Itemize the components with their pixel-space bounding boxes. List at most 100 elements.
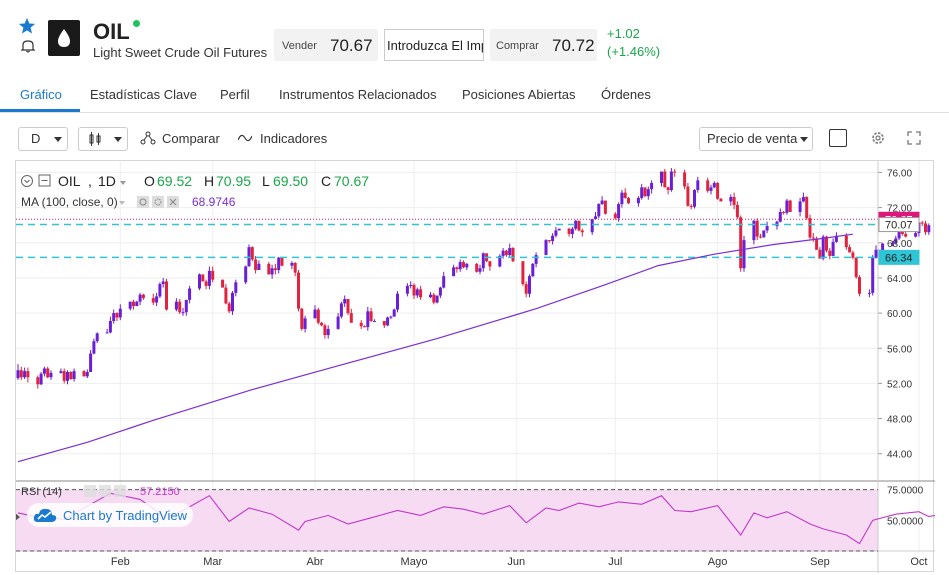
candle-body [297, 272, 300, 309]
candle-body [567, 228, 571, 234]
candle-body [462, 262, 465, 268]
indicators-button[interactable]: Indicadores [260, 131, 328, 146]
close-icon[interactable] [114, 485, 126, 497]
tab-related-instruments[interactable]: Instrumentos Relacionados [279, 87, 437, 102]
star-icon[interactable] [18, 17, 36, 35]
candle-body [716, 182, 720, 199]
buy-price: 70.72 [552, 36, 595, 55]
gear-icon[interactable] [152, 196, 164, 208]
buy-button[interactable]: Comprar 70.72 [490, 29, 597, 61]
candle-body [89, 353, 93, 372]
candle-body [788, 200, 792, 212]
price-change-percent: (+1.46%) [607, 44, 661, 59]
candle-body [808, 218, 812, 238]
sell-button[interactable]: Vender 70.67 [274, 29, 378, 61]
candle-body [660, 171, 663, 183]
candle-body [211, 270, 215, 280]
candle-body [696, 180, 700, 191]
legend-comma: , [88, 173, 92, 189]
ma-label: MA (100, close, 0) [21, 195, 118, 209]
candle-body [178, 301, 182, 313]
bell-icon[interactable] [20, 38, 36, 54]
series-toggle-icon[interactable] [38, 174, 51, 187]
candle-body [108, 321, 112, 333]
candle-body [623, 192, 627, 198]
candle-body [891, 242, 894, 244]
candle-body [594, 216, 597, 220]
candle-body [551, 235, 555, 241]
candle-body [544, 240, 548, 256]
candle-body [165, 281, 168, 310]
candle-body [188, 288, 192, 300]
gear-icon[interactable] [99, 485, 111, 497]
x-tick-label: Jun [507, 556, 525, 568]
candle-body [201, 274, 205, 282]
candle-body [617, 204, 621, 219]
candle-body [828, 250, 832, 256]
chevron-down-icon [800, 137, 808, 142]
eye-icon[interactable] [84, 485, 96, 497]
candle-body [115, 313, 119, 318]
candle-body [290, 262, 294, 266]
candle-body [452, 267, 456, 277]
candle-body [455, 267, 459, 270]
candle-body [85, 371, 89, 377]
candle-body [858, 277, 861, 294]
compare-button[interactable]: Comparar [162, 131, 220, 146]
candle-body [904, 233, 908, 237]
chart-type-dropdown[interactable] [78, 127, 128, 151]
chevron-down-icon [24, 179, 30, 184]
tab-key-stats[interactable]: Estadísticas Clave [90, 87, 197, 102]
y-tick-label: 76.00 [887, 168, 912, 179]
candle-body [778, 211, 782, 222]
instrument-symbol: OIL [93, 19, 130, 44]
market-open-indicator [133, 20, 140, 27]
candle-body [158, 284, 162, 297]
candle-body [254, 259, 258, 271]
collapse-legend-icon[interactable] [21, 175, 33, 187]
candle-body [267, 263, 271, 275]
tradingview-watermark[interactable]: Chart by TradingView [27, 503, 194, 527]
y-tick-label: 64.00 [887, 274, 912, 285]
tab-chart[interactable]: Gráfico [20, 87, 62, 102]
price-type-value: Precio de venta [707, 131, 798, 146]
tab-orders[interactable]: Órdenes [601, 87, 651, 102]
candle-body [590, 219, 594, 233]
candle-body [547, 240, 551, 242]
candle-body [313, 309, 317, 319]
interval-dropdown[interactable]: D [18, 127, 68, 151]
candle-body [920, 222, 924, 224]
candle-body [782, 211, 786, 213]
price-chart[interactable]: 76.00 72.00 68.00 64.00 60.00 56.00 52.00 48.00… [15, 161, 949, 573]
candle-body [739, 217, 743, 269]
candle-body [666, 187, 670, 191]
candle-body [95, 333, 99, 342]
indicators-icon[interactable] [238, 134, 252, 142]
y-tick-label: 60.00 [887, 309, 912, 320]
candle-body [643, 187, 647, 197]
gear-icon[interactable] [870, 130, 886, 146]
price-label-box [878, 249, 920, 265]
candle-body [438, 287, 442, 296]
tab-profile[interactable]: Perfil [220, 87, 250, 102]
candle-body [151, 298, 155, 303]
candle-body [409, 284, 413, 286]
candle-body [871, 257, 875, 293]
candle-body [815, 238, 819, 250]
y-tick-label: 56.00 [887, 344, 912, 355]
fullscreen-icon[interactable] [907, 131, 921, 145]
tab-open-positions[interactable]: Posiciones Abiertas [462, 87, 576, 102]
candle-body [465, 263, 469, 268]
candle-body [135, 301, 139, 307]
eye-icon[interactable] [137, 196, 149, 208]
compare-icon[interactable] [140, 131, 156, 145]
candle-body [155, 296, 159, 303]
amount-input[interactable]: Introduzca El Imp [384, 29, 484, 61]
candle-body [831, 241, 835, 256]
candle-body [184, 299, 188, 313]
candle-body [316, 309, 320, 323]
legend-open-label: O [144, 173, 155, 189]
candle-body [369, 311, 373, 321]
price-type-dropdown[interactable]: Precio de venta [699, 127, 813, 151]
screenshot-icon[interactable] [829, 129, 847, 147]
